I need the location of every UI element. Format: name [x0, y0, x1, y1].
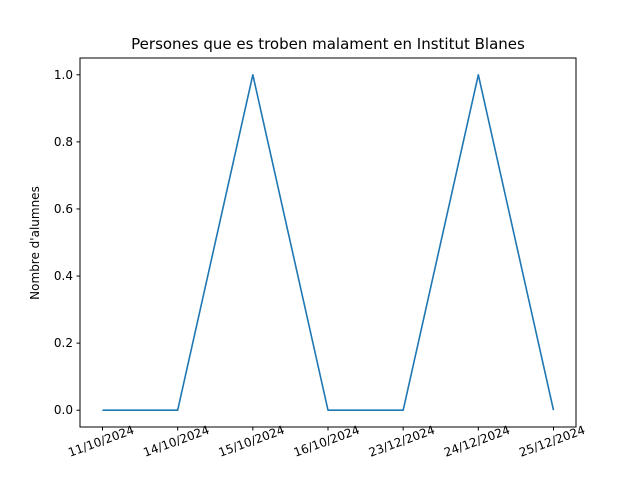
- y-tick-label: 0.4: [54, 269, 73, 283]
- axes-frame: [79, 57, 577, 428]
- chart-title: Persones que es troben malament en Insti…: [131, 35, 525, 53]
- y-tick-label: 0.8: [54, 135, 73, 149]
- y-tick-label: 1.0: [54, 68, 73, 82]
- y-axis-label: Nombre d'alumnes: [28, 186, 42, 300]
- x-tick-label: 16/10/2024: [292, 423, 362, 460]
- y-tick-label: 0.2: [54, 336, 73, 350]
- x-tick-label: 23/12/2024: [367, 423, 437, 460]
- y-tick-label: 0.0: [54, 403, 73, 417]
- x-tick-label: 24/12/2024: [442, 423, 512, 460]
- x-tick-label: 14/10/2024: [141, 423, 211, 460]
- y-tick-label: 0.6: [54, 202, 73, 216]
- x-tick-label: 15/10/2024: [217, 423, 287, 460]
- x-tick-label: 25/12/2024: [517, 423, 587, 460]
- series-line-0: [102, 73, 555, 412]
- plot-area: 0.0 0.2 0.4 0.6 0.8 1.0 11/10/2024 14/10/2024 15…: [54, 68, 587, 460]
- x-tick-label: 11/10/2024: [66, 423, 136, 460]
